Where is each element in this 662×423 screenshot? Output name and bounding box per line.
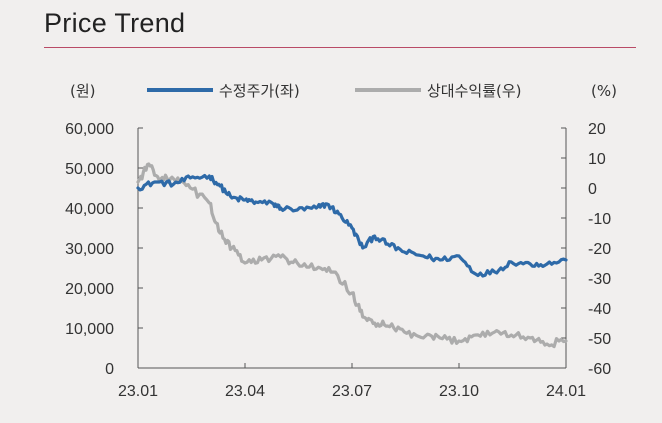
left-tick-label: 20,000 (65, 281, 114, 298)
series-lines (136, 162, 568, 349)
right-tick-label: -60 (588, 361, 611, 378)
left-tick-label: 10,000 (65, 321, 114, 338)
right-tick-label: 20 (588, 121, 606, 138)
left-tick-label: 30,000 (65, 241, 114, 258)
x-tick-label: 23.04 (225, 383, 265, 400)
right-tick-label: -40 (588, 301, 611, 318)
x-tick-label: 23.07 (332, 383, 372, 400)
legend-label-relative: 상대수익률(우) (427, 82, 522, 100)
legend-label-price: 수정주가(좌) (219, 82, 300, 100)
right-tick-label: 10 (588, 151, 606, 168)
left-axis-unit: (원) (70, 82, 96, 100)
page-title: Price Trend (44, 8, 186, 38)
left-tick-label: 50,000 (65, 161, 114, 178)
left-tick-label: 60,000 (65, 121, 114, 138)
series-line-price (136, 173, 568, 278)
x-tick-label: 24.01 (546, 383, 586, 400)
right-tick-label: -50 (588, 331, 611, 348)
left-tick-label: 40,000 (65, 201, 114, 218)
right-tick-label: -30 (588, 271, 611, 288)
x-tick-label: 23.01 (118, 383, 158, 400)
right-tick-label: 0 (588, 181, 597, 198)
left-tick-label: 0 (105, 361, 114, 378)
right-axis-unit: (%) (591, 82, 617, 100)
title-divider (44, 47, 636, 48)
x-tick-label: 23.10 (439, 383, 479, 400)
series-line-relative (136, 162, 568, 349)
right-tick-label: -10 (588, 211, 611, 228)
legend: 수정주가(좌) 상대수익률(우) (147, 82, 522, 100)
right-tick-label: -20 (588, 241, 611, 258)
axes: 0 10,000 20,000 30,000 40,000 50,000 60,000 -60… (65, 121, 611, 400)
